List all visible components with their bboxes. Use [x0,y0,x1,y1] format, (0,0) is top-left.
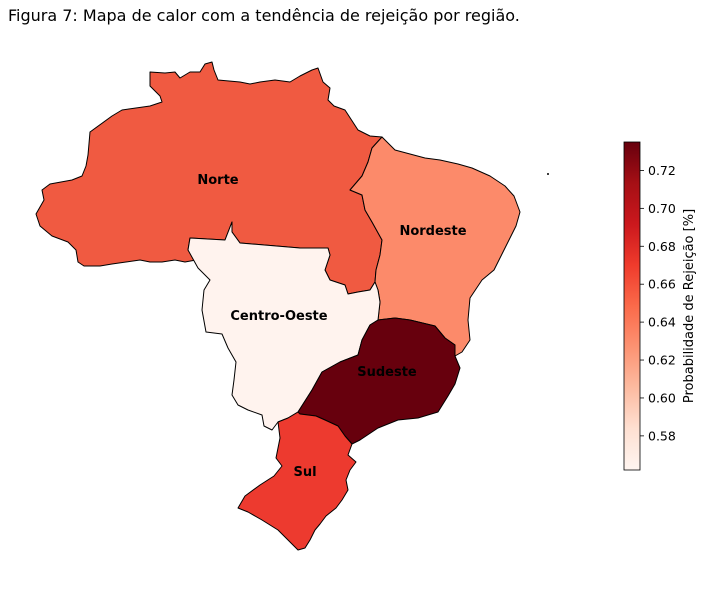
colorbar-tick-label: 0.70 [648,201,676,216]
colorbar-tick-label: 0.68 [648,239,676,254]
region-sul[interactable] [237,411,357,551]
colorbar-tick-label: 0.64 [648,315,676,330]
colorbar [623,141,641,471]
region-sudeste[interactable] [297,317,461,445]
colorbar-label: Probabilidade de Rejeição [%] [682,209,697,403]
colorbar-tick-label: 0.66 [648,277,676,292]
label-nordeste: Nordeste [399,224,466,239]
colorbar-ticks: 0.58 0.60 0.62 0.64 0.66 0.68 0.70 0.72 [640,163,676,443]
label-sudeste: Sudeste [357,365,417,380]
colorbar-tick-label: 0.62 [648,353,676,368]
figure-title: Figura 7: Mapa de calor com a tendência … [8,6,520,25]
label-norte: Norte [197,173,238,188]
colorbar-tick-label: 0.72 [648,163,676,178]
island-marker [547,173,549,175]
label-sul: Sul [293,465,316,480]
label-centro-oeste: Centro-Oeste [230,309,327,324]
colorbar-tick-label: 0.58 [648,428,676,443]
colorbar-tick-label: 0.60 [648,390,676,405]
